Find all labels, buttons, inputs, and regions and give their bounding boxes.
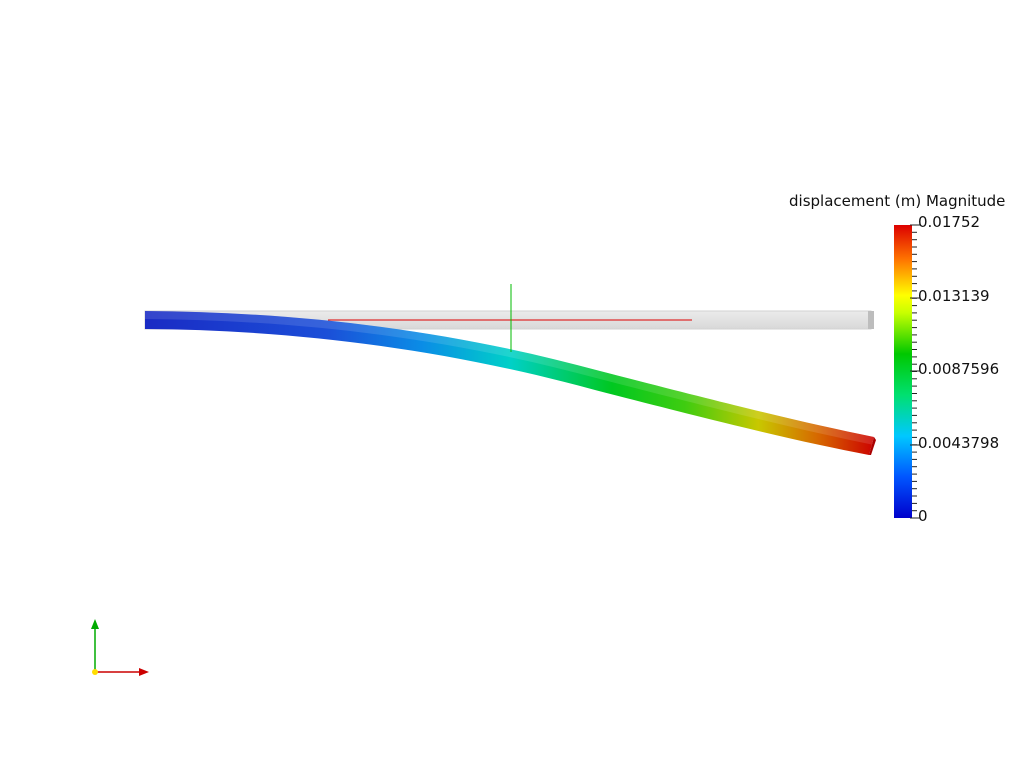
colorbar-min-label: 0 <box>918 507 928 525</box>
colorbar-ticks <box>910 224 920 519</box>
colorbar-tick-label: 0.0087596 <box>918 360 1000 378</box>
deformed-beam <box>145 311 876 455</box>
colorbar <box>894 224 920 519</box>
colorbar-max-label: 0.01752 <box>918 213 981 231</box>
orientation-axes-widget <box>91 619 149 676</box>
colorbar-tick-label: 0.013139 <box>918 287 990 305</box>
colorbar-tick-label: 0.0043798 <box>918 434 1000 452</box>
colorbar-title: displacement (m) Magnitude <box>789 192 1006 210</box>
